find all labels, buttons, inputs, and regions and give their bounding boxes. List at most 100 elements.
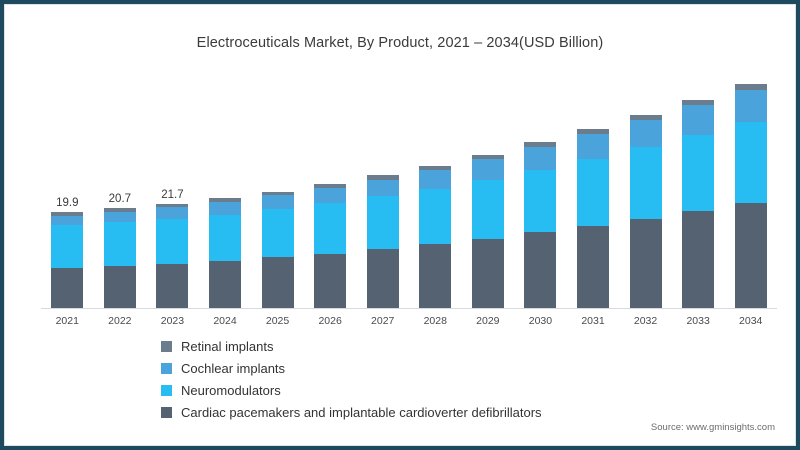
bar-segment[interactable] xyxy=(103,211,136,223)
legend-item-label: Cochlear implants xyxy=(181,360,286,376)
x-tick-label: 2028 xyxy=(423,315,447,327)
source-attribution: Source: www.gminsights.com xyxy=(650,422,775,433)
bar-segment[interactable] xyxy=(577,133,609,159)
bar-segment[interactable] xyxy=(261,257,294,308)
bar-segment[interactable] xyxy=(524,232,557,308)
chart-legend: Retinal implants Cochlear implants Neuromo… xyxy=(161,337,542,421)
bar-column[interactable] xyxy=(261,191,294,308)
bar-segment[interactable] xyxy=(366,249,399,308)
bar-column[interactable] xyxy=(524,142,557,308)
bar-segment[interactable] xyxy=(734,84,767,90)
bar-column[interactable] xyxy=(629,114,662,308)
bar-segment[interactable] xyxy=(314,203,347,254)
bar-segment[interactable] xyxy=(51,212,84,216)
bar-segment[interactable] xyxy=(261,209,294,258)
bar-column[interactable] xyxy=(577,129,609,308)
bar-segment[interactable] xyxy=(366,175,399,180)
bar-segment[interactable] xyxy=(629,147,662,219)
bar-segment[interactable] xyxy=(682,105,715,136)
bar-segment[interactable] xyxy=(682,210,715,308)
bar-segment[interactable] xyxy=(577,158,609,226)
bar-value-label: 19.9 xyxy=(56,197,79,210)
bar-segment[interactable] xyxy=(51,268,84,308)
bar-segment[interactable] xyxy=(156,203,189,208)
bar-column[interactable]: 21.7 xyxy=(156,189,189,308)
bar-segment[interactable] xyxy=(682,100,715,106)
bar-segment[interactable] xyxy=(314,253,347,308)
bar-segment[interactable] xyxy=(524,147,557,170)
bar-column[interactable] xyxy=(734,84,767,308)
legend-item[interactable]: Cardiac pacemakers and implantable cardi… xyxy=(161,403,542,421)
bar-segment[interactable] xyxy=(471,238,504,308)
bar-segment[interactable] xyxy=(103,208,136,212)
legend-item[interactable]: Cochlear implants xyxy=(161,359,542,377)
bar-column[interactable] xyxy=(366,175,399,308)
x-tick-label: 2034 xyxy=(739,315,763,327)
chart-title: Electroceuticals Market, By Product, 202… xyxy=(196,35,604,51)
legend-swatch-icon xyxy=(161,384,172,396)
bar-segment[interactable] xyxy=(51,215,84,226)
bar-segment[interactable] xyxy=(103,266,136,308)
bar-segment[interactable] xyxy=(471,158,504,180)
bar-segment[interactable] xyxy=(51,225,84,269)
bar-segment[interactable] xyxy=(734,89,767,123)
bar-segment[interactable] xyxy=(524,169,557,233)
bar-segment[interactable] xyxy=(366,196,399,250)
bar-column[interactable] xyxy=(209,198,241,308)
bar-segment[interactable] xyxy=(419,188,452,245)
bar-column[interactable]: 19.9 xyxy=(51,197,84,308)
bar-segment[interactable] xyxy=(314,183,347,188)
bar-segment[interactable] xyxy=(419,165,452,170)
bar-segment[interactable] xyxy=(734,122,767,203)
x-tick-label: 2031 xyxy=(581,315,605,327)
legend-swatch-icon xyxy=(161,362,172,374)
bar-segment[interactable] xyxy=(471,154,504,159)
bar-segment[interactable] xyxy=(682,135,715,211)
x-tick-label: 2022 xyxy=(108,315,132,327)
x-tick-label: 2024 xyxy=(213,315,237,327)
bar-segment[interactable] xyxy=(314,187,347,204)
x-tick-label: 2027 xyxy=(371,315,395,327)
bar-segment[interactable] xyxy=(156,207,189,219)
x-tick-label: 2030 xyxy=(528,315,553,327)
bar-segment[interactable] xyxy=(209,260,241,308)
x-tick-label: 2021 xyxy=(55,315,79,327)
bar-segment[interactable] xyxy=(209,202,241,215)
bar-value-label: 20.7 xyxy=(108,193,132,206)
bar-segment[interactable] xyxy=(156,218,189,264)
bar-segment[interactable] xyxy=(629,218,662,308)
legend-item[interactable]: Neuromodulators xyxy=(161,381,542,399)
bar-column[interactable] xyxy=(419,165,452,308)
bar-column[interactable] xyxy=(471,154,504,308)
bar-column[interactable]: 20.7 xyxy=(103,193,136,308)
bar-segment[interactable] xyxy=(261,191,294,196)
bar-segment[interactable] xyxy=(577,225,609,308)
bar-segment[interactable] xyxy=(419,169,452,189)
axis-baseline xyxy=(41,308,777,309)
legend-item[interactable]: Retinal implants xyxy=(161,337,542,355)
legend-swatch-icon xyxy=(161,340,172,352)
bar-segment[interactable] xyxy=(366,179,399,197)
bar-segment[interactable] xyxy=(261,195,294,210)
legend-item-label: Cardiac pacemakers and implantable cardi… xyxy=(181,404,542,420)
bar-segment[interactable] xyxy=(103,222,136,267)
bar-segment[interactable] xyxy=(734,202,767,308)
bar-segment[interactable] xyxy=(209,214,241,261)
bar-column[interactable] xyxy=(314,183,347,308)
chart-canvas: Electroceuticals Market, By Product, 202… xyxy=(4,4,796,446)
bar-segment[interactable] xyxy=(471,179,504,239)
bar-segment[interactable] xyxy=(629,119,662,148)
bar-segment[interactable] xyxy=(577,129,609,134)
bar-segment[interactable] xyxy=(209,198,241,203)
bar-segment[interactable] xyxy=(156,263,189,308)
bar-segment[interactable] xyxy=(419,244,452,308)
legend-item-label: Retinal implants xyxy=(181,338,274,354)
bar-segment[interactable] xyxy=(524,142,557,148)
bar-column[interactable] xyxy=(682,100,715,308)
x-tick-label: 2025 xyxy=(265,315,290,327)
x-tick-label: 2026 xyxy=(318,315,342,327)
plot-area: 19.9 20.7 21.7 xyxy=(41,77,777,308)
bar-segment[interactable] xyxy=(629,114,662,120)
x-tick-label: 2023 xyxy=(160,315,185,327)
